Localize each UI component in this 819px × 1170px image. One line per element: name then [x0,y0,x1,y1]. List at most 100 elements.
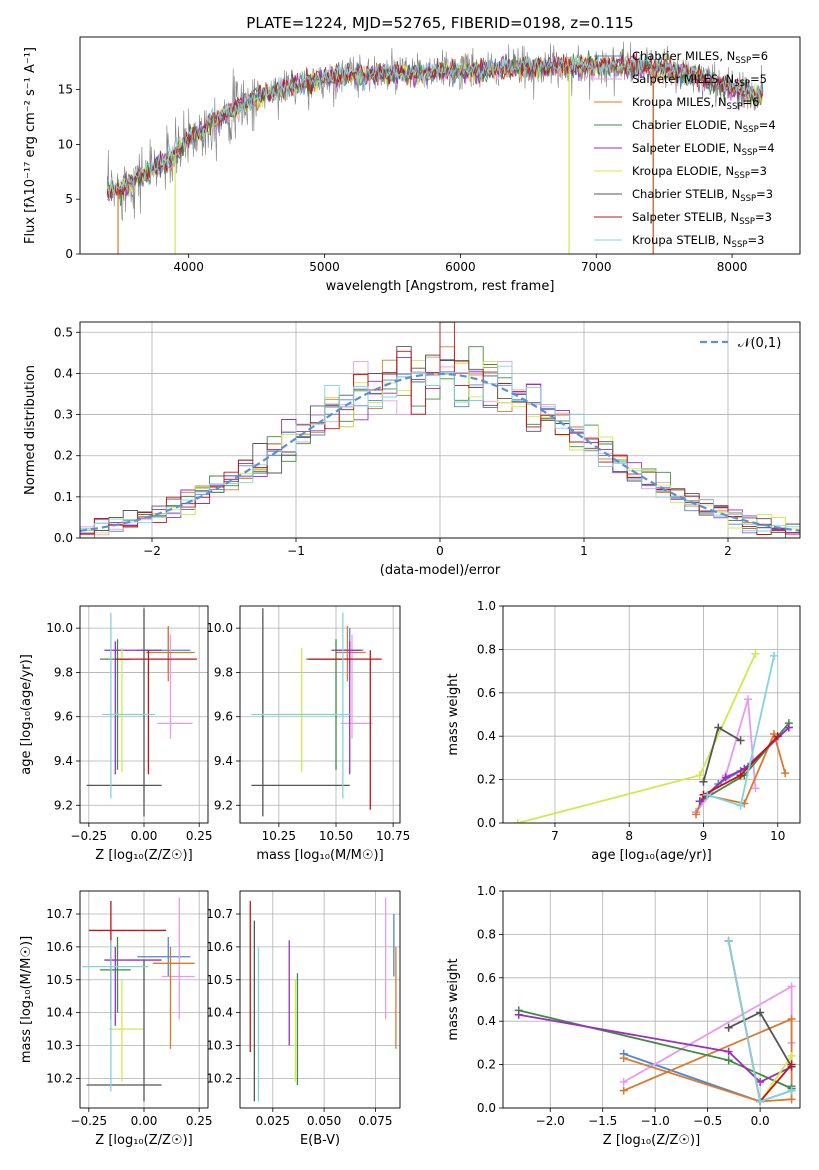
legend-subscript: SSP [734,79,750,89]
mass-weight-marker [787,982,796,991]
x-tick-label: 8000 [717,260,748,274]
mass-vs-extinction-panel: 0.025 0.050 0.075 10.2 10.3 10.4 10.5 10.6 10.7 E… [206,890,401,1148]
y-tick-label: 0.4 [477,1014,496,1028]
axes-frame [239,605,401,824]
spectrum-legend: Chabrier MILES, NSSP=6 Salpeter MILES, NS… [594,49,776,250]
mass-weight-marker [787,1015,796,1024]
y-tick-label: 10.4 [206,1006,233,1020]
y-tick-label: 10.3 [206,1039,233,1053]
plot-area [514,936,796,1106]
y-axis-label: mass [log₁₀(M/M☉)] [19,936,34,1063]
plot-area [106,41,764,254]
x-tick-label: −0.25 [70,829,107,843]
y-tick-label: 0.0 [477,816,496,830]
legend-subscript: SSP [742,148,758,158]
mass-weight-marker [692,810,701,819]
mass-weight-marker [514,1010,523,1019]
y-tick-label: 10 [58,137,73,151]
y-tick-label: 10.4 [46,1006,73,1020]
y-tick-label: 9.2 [54,798,73,812]
mass-weight-marker [784,723,793,732]
residual-histogram [80,365,800,532]
y-tick-label: 0.0 [477,1101,496,1115]
axes-frame [79,321,801,539]
legend-count: =3 [747,233,764,247]
mass-weight-marker [736,771,745,780]
x-tick-label: 7000 [581,260,612,274]
mass-weight-marker [736,801,745,810]
mass-weight-marker [787,1086,796,1095]
y-tick-label: 10.2 [46,1071,73,1085]
y-tick-label: 10.6 [206,940,233,954]
x-tick-label: 0.075 [358,1114,392,1128]
mass-weight-line [518,1013,792,1084]
age-vs-mass-panel: 10.25 10.50 10.75 9.2 9.4 9.6 9.8 10.0 mass [log… [206,605,410,863]
mass-weight-marker [714,723,723,732]
mass-weight-marker [756,1097,765,1106]
legend-entry: Chabrier ELODIE, NSSP=4 [632,118,776,135]
axes-frame [239,890,401,1109]
mass-weight-line [695,699,757,813]
y-axis-label: Normed distribution [23,365,38,495]
legend-count: =4 [759,118,776,132]
x-tick-label: 0.25 [186,829,213,843]
mass-weight-marker [756,1077,765,1086]
x-tick-label: −1 [287,544,305,558]
y-tick-label: 0.6 [477,686,496,700]
y-tick-label: 0.5 [54,325,73,339]
x-tick-label: 0 [436,544,444,558]
legend-entry: Salpeter STELIB, NSSP=3 [632,210,772,227]
x-axis-label: Z [log₁₀(Z/Z☉)] [95,1133,192,1148]
y-tick-label: 0.2 [54,449,73,463]
x-tick-label: 0.25 [186,1114,213,1128]
x-axis-label: Z [log₁₀(Z/Z☉)] [95,848,192,863]
y-tick-label: 10.0 [206,621,233,635]
y-tick-label: 0.2 [477,773,496,787]
x-tick-label: −2 [143,544,161,558]
x-tick-label: −1.0 [641,1114,670,1128]
mass-weight-marker [736,736,745,745]
legend-subscript: SSP [740,194,756,204]
mass-weight-marker [744,695,753,704]
mass-weight-marker [724,1056,733,1065]
legend-subscript: SSP [735,56,751,66]
x-axis-label: age [log₁₀(age/yr)] [591,848,712,863]
legend-count: =5 [750,72,767,86]
x-tick-label: 0.050 [307,1114,341,1128]
y-axis-label: Flux [fλ10⁻¹⁷ erg cm⁻² s⁻¹ A⁻¹] [23,47,38,244]
y-tick-label: 9.4 [214,754,233,768]
mass-weight-marker [721,773,730,782]
residuals-panel: −2 −1 0 1 2 0.0 0.1 0.2 0.3 0.4 0.5 (data-model)/er… [23,321,801,578]
mass-weight-marker [770,651,779,660]
x-tick-label: 0.025 [256,1114,290,1128]
x-axis-label: E(B-V) [300,1133,340,1148]
plot-area [86,608,197,817]
y-tick-label: 10.7 [206,907,233,921]
x-tick-label: −0.25 [70,1114,107,1128]
mass-weight-marker [787,1060,796,1069]
mass-weight-vs-age-panel: 7 8 9 10 0.0 0.2 0.4 0.6 0.8 1.0 age [log₁₀(age/yr… [446,599,801,863]
mass-weight-marker [513,819,522,823]
residual-histogram [80,322,800,535]
legend-entry: Chabrier MILES, NSSP=6 [632,49,768,66]
y-tick-label: 9.6 [214,710,233,724]
y-axis-label: mass weight [446,673,461,755]
mass-weight-vs-metallicity-panel: −2.0 −1.5 −1.0 −0.5 0.0 0.0 0.2 0.4 0.6 0.8 1.0 Z [… [446,884,801,1148]
mass-weight-marker [724,1023,733,1032]
y-tick-label: 10.6 [46,940,73,954]
y-tick-label: 9.8 [214,665,233,679]
x-axis-label: mass [log₁₀(M/M☉)] [256,848,383,863]
legend-entry: Salpeter MILES, NSSP=5 [632,72,767,89]
axes-frame [502,605,801,824]
x-tick-label: 9 [700,829,708,843]
x-tick-label: −1.5 [588,1114,617,1128]
y-tick-label: 0.8 [477,927,496,941]
y-tick-label: 10.5 [206,973,233,987]
plot-area [251,608,382,817]
mass-weight-marker [751,649,760,658]
axes-frame [79,605,209,824]
x-tick-label: 0.00 [131,1114,158,1128]
y-tick-label: 9.8 [54,665,73,679]
mass-weight-marker [787,1095,796,1104]
